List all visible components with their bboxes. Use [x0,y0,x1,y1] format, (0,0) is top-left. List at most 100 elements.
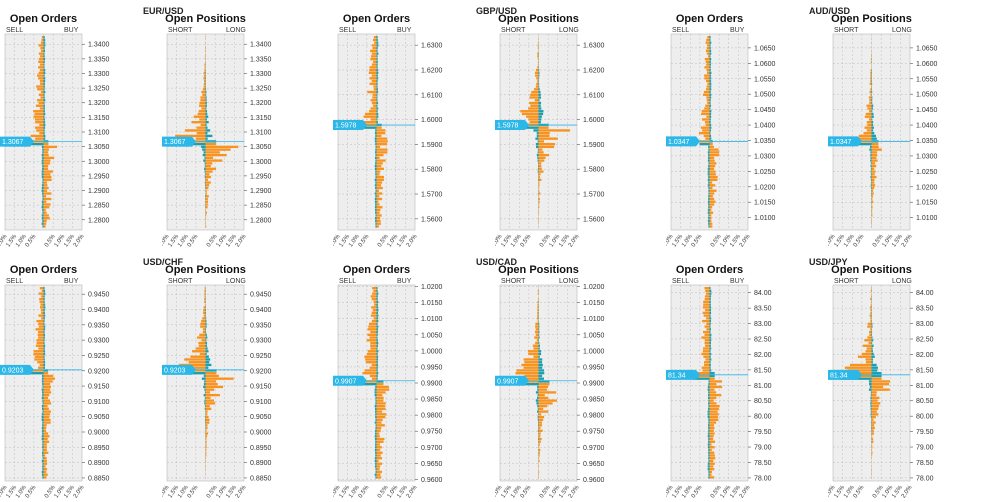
bar-right [538,396,549,400]
bar-right [376,93,378,96]
bar-right [871,418,874,421]
bar-left [204,391,206,394]
bar-right [43,101,45,105]
bar-left [375,225,377,228]
bar-left [535,322,539,325]
bar-left [537,418,539,421]
bar-left [39,68,44,72]
bar-left [707,167,710,170]
bar-left [40,82,44,85]
bar-left [707,151,710,154]
bar-right [205,454,207,457]
y-tick-label: 0.8950 [250,445,272,452]
bar-left [707,184,710,187]
bar-right [709,184,716,187]
bar-left [708,195,710,198]
bar-left [202,317,206,320]
bar-right [709,57,712,61]
y-tick-label: 1.3300 [250,71,272,78]
bar-left [41,404,44,408]
bar-right [376,317,379,320]
bar-right [709,173,716,176]
y-tick-label: 1.6000 [421,117,443,124]
bar-left [537,60,539,64]
bar-left [42,393,44,397]
bar-right [43,322,45,325]
bar-left [38,66,44,69]
bar-left [375,162,377,165]
bar-right [43,339,45,342]
bar-right [871,134,876,138]
bar-right [871,344,874,347]
bar-left [204,55,206,58]
bar-right [43,214,49,217]
y-tick-label: 1.2950 [250,173,272,180]
bar-left [41,36,44,39]
bar-left [41,311,44,315]
y-tick-label: 1.2900 [88,188,110,195]
bar-left [870,396,872,400]
bar-right [871,148,882,151]
bar-left [41,170,44,173]
bar-left [374,41,377,44]
bar-right [376,115,379,118]
bar-right [871,178,875,181]
bar-right [376,470,382,474]
positions-chart-title: Open Positions [165,13,246,25]
bar-left [536,82,539,85]
current-price-marker: 0.9907 [495,375,529,386]
current-price-marker: 1.5978 [333,120,367,131]
bar-left [204,170,206,173]
bar-left [537,289,539,293]
bar-right [205,129,211,132]
bar-left [704,363,710,367]
bar-right [376,415,386,419]
bar-right [709,126,712,129]
bar-right [709,372,715,375]
bar-left [375,443,377,446]
bar-left [369,110,377,113]
bar-right [709,189,717,192]
bar-right [871,415,876,419]
bar-left [536,402,539,405]
bar-left [35,121,44,124]
bar-right [709,211,714,214]
bar-left [42,167,44,170]
bar-right [376,203,380,206]
bar-left [354,383,377,386]
bar-right [709,134,712,138]
bar-left [374,432,377,435]
bar-left [30,134,44,138]
bar-left [42,451,44,454]
bar-right [709,82,712,85]
bar-left [516,377,539,380]
bar-left [857,355,872,358]
bar-right [709,90,711,94]
bar-left [375,195,377,198]
bar-left [371,297,377,301]
bar-left [41,217,44,220]
bar-left [203,385,206,389]
bar-left [864,115,872,118]
current-price-marker: 0.9203 [162,364,196,375]
bar-right [871,437,874,441]
bar-right [205,363,212,367]
bar-right [871,341,873,345]
bar-right [871,126,874,129]
bar-left [203,82,206,85]
bar-right [538,142,556,146]
bar-left [375,214,377,217]
bar-right [43,118,46,121]
bar-right [538,380,550,383]
bar-left [42,443,44,446]
bar-right [43,418,51,421]
bar-right [205,203,208,206]
bar-left [537,410,539,413]
bar-left [40,308,44,312]
bar-left [35,104,44,107]
y-tick-label: 1.3400 [250,42,272,49]
bar-right [43,402,52,405]
bar-right [43,355,45,358]
bar-left [703,347,710,350]
bar-right [43,104,45,107]
